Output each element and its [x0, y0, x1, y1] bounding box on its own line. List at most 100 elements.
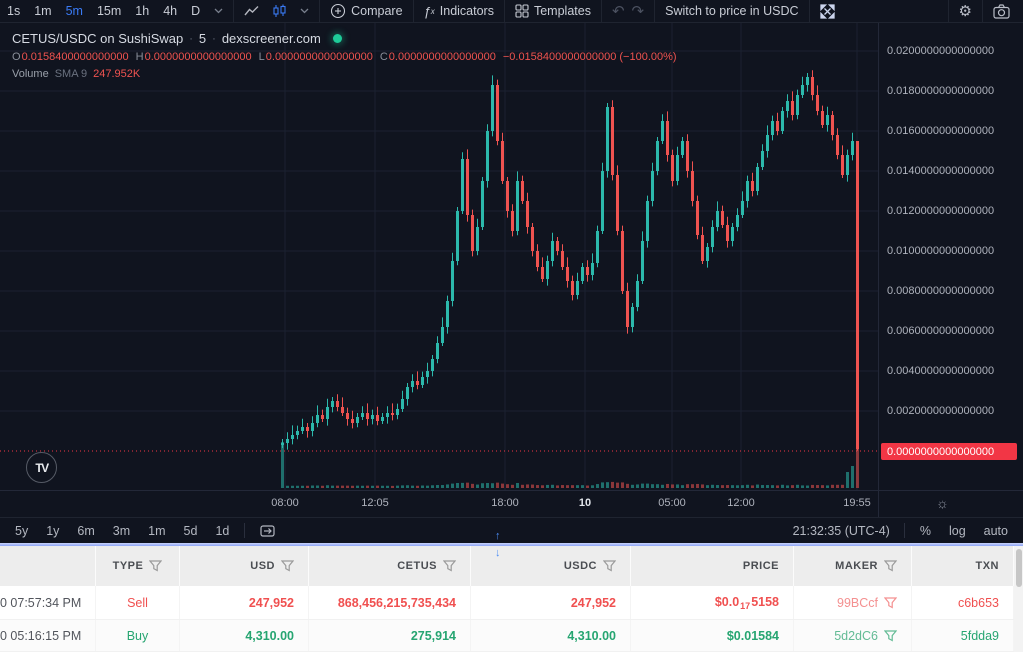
candle [471, 215, 474, 251]
txn-hash[interactable]: c6b653 [957, 595, 999, 610]
candle [391, 413, 394, 415]
volume-bar [651, 484, 654, 488]
cell-txn[interactable]: c6b653 [912, 586, 1014, 619]
candle [816, 95, 819, 111]
axis-settings-icon[interactable]: ☼ [936, 495, 949, 511]
range-1m[interactable]: 1m [148, 523, 166, 538]
filter-funnel-icon[interactable] [884, 560, 897, 572]
timeframe-1m[interactable]: 1m [34, 4, 52, 18]
percent-scale-button[interactable]: % [919, 523, 931, 538]
go-to-date-button[interactable] [251, 518, 285, 543]
candle [686, 141, 689, 171]
tradingview-logo[interactable]: TV [26, 452, 57, 483]
pair-title[interactable]: CETUS/USDC on SushiSwap [12, 31, 184, 46]
volume-bar [341, 485, 344, 488]
time-axis[interactable]: ☼ 08:00 12:05 18:00 10 05:00 12:00 19:55 [0, 490, 1023, 518]
trade-row-sell[interactable]: 0 07:57:34 PM Sell 247,952 868,456,215,735,… [0, 586, 1023, 620]
range-1d[interactable]: 1d [215, 523, 230, 538]
column-header-type[interactable]: TYPE [96, 546, 180, 586]
maker-address[interactable]: 5d2dC6 [834, 628, 878, 643]
cell-txn[interactable]: 5fdda9 [912, 620, 1014, 651]
templates-button[interactable]: Templates [508, 0, 598, 22]
filter-funnel-icon[interactable] [884, 629, 897, 642]
candles-menu-button[interactable] [293, 0, 316, 22]
close-value: 0.0000000000000000 [388, 51, 496, 63]
switch-price-currency-button[interactable]: Switch to price in USDC [658, 0, 805, 22]
fullscreen-button[interactable] [813, 0, 842, 22]
volume-bar [486, 483, 489, 488]
price-axis[interactable]: 0.0200000000000000 0.0180000000000000 0.01… [878, 23, 1023, 490]
timeframe-15m[interactable]: 15m [96, 4, 122, 18]
table-scrollbar[interactable] [1014, 546, 1023, 652]
filter-funnel-icon[interactable] [149, 560, 163, 572]
clock-timezone[interactable]: 21:32:35 (UTC-4) [792, 523, 890, 538]
candle [621, 231, 624, 291]
timeframe-1h[interactable]: 1h [135, 4, 150, 18]
screenshot-button[interactable] [986, 0, 1017, 22]
volume-bar [571, 485, 574, 488]
cell-type[interactable]: Sell [96, 586, 180, 619]
trade-row-buy[interactable]: 0 05:16:15 PM Buy 4,310.00 275,914 4,310.00 $… [0, 620, 1023, 652]
range-1y[interactable]: 1y [46, 523, 60, 538]
volume-bar [516, 483, 519, 488]
candle [336, 401, 339, 407]
range-5d[interactable]: 5d [183, 523, 198, 538]
range-5y[interactable]: 5y [15, 523, 29, 538]
candlestick-chart [0, 23, 878, 490]
range-3m[interactable]: 3m [112, 523, 131, 538]
filter-funnel-icon[interactable] [443, 560, 456, 572]
candle [611, 107, 614, 175]
volume-bar [311, 485, 314, 488]
candle [701, 235, 704, 261]
candle [656, 141, 659, 171]
column-header-maker[interactable]: MAKER [794, 546, 912, 586]
candle [411, 381, 414, 387]
chart-region[interactable]: CETUS/USDC on SushiSwap · 5 · dexscreene… [0, 23, 1023, 490]
range-6m[interactable]: 6m [77, 523, 95, 538]
candles-style-button[interactable] [266, 0, 293, 22]
volume-bar [676, 484, 679, 488]
column-header-usdc[interactable]: USDC [471, 546, 631, 586]
cell-maker[interactable]: 99BCcf [794, 586, 912, 619]
volume-bar [521, 484, 524, 488]
cell-maker[interactable]: 5d2dC6 [794, 620, 912, 651]
filter-funnel-icon[interactable] [281, 560, 294, 572]
timeframe-4h[interactable]: 4h [163, 4, 178, 18]
timeframe-1s[interactable]: 1s [7, 4, 21, 18]
txn-hash[interactable]: 5fdda9 [960, 628, 999, 643]
candle [361, 413, 364, 417]
candle [806, 77, 809, 85]
price-axis-label: 0.0040000000000000 [887, 365, 995, 377]
volume-bar [481, 483, 484, 488]
column-header-cetus[interactable]: CETUS [309, 546, 471, 586]
timeframe-menu-button[interactable] [207, 0, 230, 22]
volume-bar [316, 485, 319, 488]
filter-funnel-icon[interactable] [603, 560, 616, 572]
trade-type: Buy [126, 628, 149, 643]
chart-settings-button[interactable]: ⚙ [952, 0, 979, 22]
auto-scale-button[interactable]: auto [983, 523, 1008, 538]
chevron-down-icon [300, 8, 309, 14]
trade-type: Sell [127, 595, 148, 610]
log-scale-button[interactable]: log [948, 523, 966, 538]
maker-address[interactable]: 99BCcf [837, 595, 878, 610]
compare-button[interactable]: Compare [323, 0, 409, 22]
candles-icon [273, 4, 286, 17]
cell-type[interactable]: Buy [96, 620, 180, 651]
redo-button[interactable]: ↷ [632, 0, 652, 22]
column-header-usd[interactable]: USD [180, 546, 309, 586]
volume-bar [761, 485, 764, 488]
line-chart-style-button[interactable] [237, 0, 266, 22]
volume-bar [831, 484, 834, 488]
timeframe-D[interactable]: D [191, 4, 201, 18]
splitter-arrow-down-icon[interactable]: ↓ [495, 547, 501, 559]
scrollbar-thumb[interactable] [1015, 549, 1022, 587]
filter-funnel-icon[interactable] [884, 596, 897, 609]
splitter-arrow-up-icon[interactable]: ↑ [495, 530, 501, 542]
timeframe-5m[interactable]: 5m [65, 4, 83, 18]
volume-bar [291, 485, 294, 488]
pane-splitter[interactable] [0, 543, 1023, 546]
undo-button[interactable]: ↶ [605, 0, 632, 22]
candle [751, 181, 754, 191]
